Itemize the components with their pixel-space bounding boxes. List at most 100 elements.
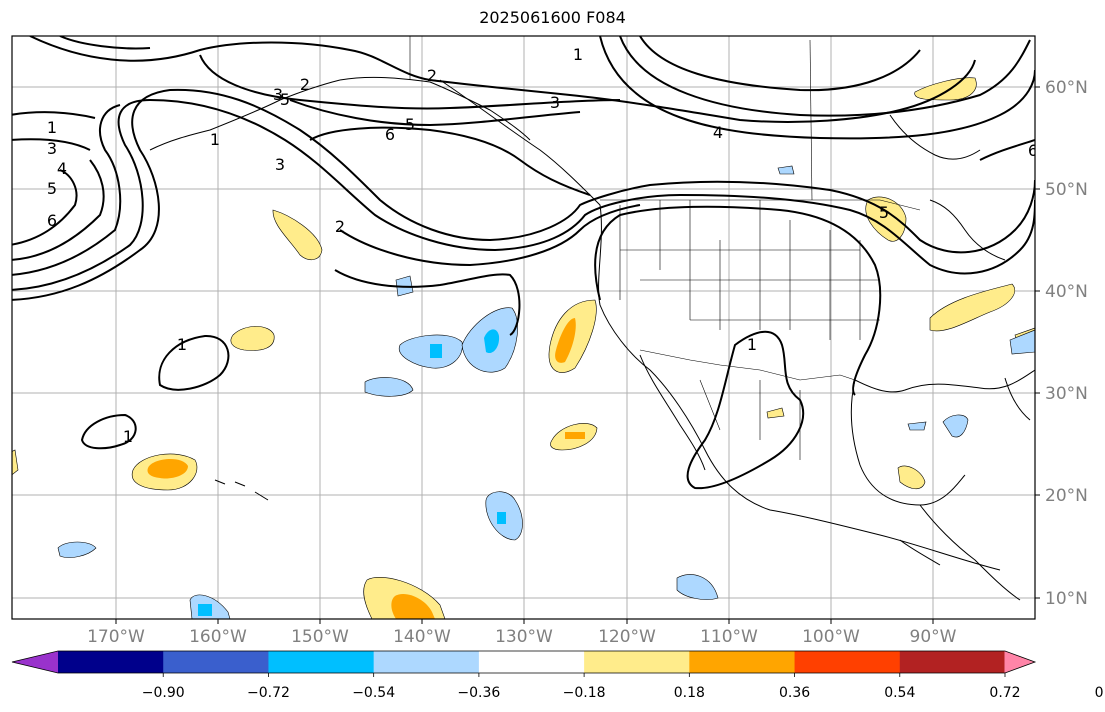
latitude-label: 30°N xyxy=(1045,384,1088,404)
longitude-label: 150°W xyxy=(291,627,349,647)
negative-anomaly xyxy=(777,165,795,175)
longitude-label: 100°W xyxy=(802,627,860,647)
contour-label: 1 xyxy=(177,335,187,354)
colorbar-tick-label: −0.72 xyxy=(247,685,290,701)
contour-line xyxy=(339,204,641,267)
canada-province-border xyxy=(809,39,813,201)
colorbar-segment xyxy=(584,651,690,673)
longitude-label: 170°W xyxy=(87,627,145,647)
hawaii-islands xyxy=(214,479,269,501)
contour-line xyxy=(12,159,105,261)
graticule xyxy=(12,36,1035,619)
contour-label: 1 xyxy=(210,130,220,149)
colorbar-outline xyxy=(11,650,1037,674)
contour-label: 5 xyxy=(280,90,290,109)
colorbar-segment xyxy=(899,651,1006,673)
colorbar-tick-label: −0.54 xyxy=(352,685,395,701)
contour-label: 2 xyxy=(300,75,310,94)
contour-label: 1 xyxy=(123,427,133,446)
colorbar-segment xyxy=(478,651,585,673)
longitude-labels: 170°W 160°W 150°W 140°W 130°W 120°W 110°W 100°W… xyxy=(87,627,957,647)
colorbar-tick-label: −0.90 xyxy=(142,685,185,701)
north-america-coast xyxy=(439,79,1001,571)
contour-label: 5 xyxy=(879,203,889,222)
contour-label: 6 xyxy=(1028,141,1038,160)
aleutian-islands xyxy=(149,79,341,151)
positive-anomaly xyxy=(272,209,323,260)
longitude-label: 120°W xyxy=(598,627,656,647)
longitude-label: 160°W xyxy=(189,627,247,647)
colorbar-tick-label: 0.18 xyxy=(674,685,705,701)
contour-lines xyxy=(12,36,1035,490)
contour-label: 3 xyxy=(550,93,560,112)
shaded-anomalies xyxy=(12,77,1035,619)
latitude-label: 60°N xyxy=(1045,78,1088,98)
great-lakes xyxy=(929,199,1006,261)
central-america-coast xyxy=(899,539,941,566)
contour-label: 6 xyxy=(385,125,395,144)
contour-label: 1 xyxy=(573,45,583,64)
longitude-label: 130°W xyxy=(495,627,553,647)
contour-label: 3 xyxy=(47,139,57,158)
colorbar-segment xyxy=(58,651,164,673)
contour-line xyxy=(80,413,137,450)
contour-line xyxy=(289,99,581,127)
negative-anomaly-core xyxy=(484,329,500,354)
negative-anomaly xyxy=(942,414,969,438)
contour-line xyxy=(334,269,521,336)
longitude-label: 140°W xyxy=(393,627,451,647)
positive-anomaly xyxy=(865,196,907,242)
negative-anomaly xyxy=(1009,329,1035,355)
contour-labels: 1 3 4 5 6 2 3 4 5 6 1 2 3 5 5 1 1 1 1 6 … xyxy=(47,45,1038,446)
colorbar: −0.90 −0.72 −0.54 −0.36 −0.18 0.18 0.36 0.54 0.7… xyxy=(11,650,1105,701)
positive-anomaly-core xyxy=(147,459,188,479)
colorbar-segment xyxy=(373,651,480,673)
positive-anomaly-core xyxy=(555,318,576,363)
negative-anomaly xyxy=(364,377,414,397)
colorbar-segment xyxy=(689,651,796,673)
mexico-gulf-coast xyxy=(850,379,966,506)
contour-line xyxy=(12,98,1035,291)
contour-line xyxy=(59,36,151,50)
positive-anomaly xyxy=(766,407,785,419)
colorbar-tick-label: 0.36 xyxy=(779,685,810,701)
positive-anomaly-core xyxy=(391,593,435,619)
contour-label: 1 xyxy=(747,335,757,354)
us-mexico-border xyxy=(639,349,856,381)
contour-line xyxy=(309,126,591,196)
positive-anomaly xyxy=(230,326,275,351)
positive-anomaly xyxy=(12,449,19,476)
contour-line xyxy=(199,54,621,110)
contour-line xyxy=(979,139,1035,161)
contour-line xyxy=(12,88,1035,301)
colorbar-tick-label: 0.72 xyxy=(989,685,1020,701)
contour-label: 4 xyxy=(713,123,723,142)
positive-anomaly xyxy=(914,77,977,101)
contour-label: 4 xyxy=(57,159,67,178)
colorbar-segment xyxy=(794,651,901,673)
positive-anomaly-core xyxy=(565,432,585,439)
coastlines xyxy=(149,76,1035,601)
positive-anomaly xyxy=(897,465,926,490)
contour-line xyxy=(639,36,921,92)
us-state-borders xyxy=(619,200,880,340)
contour-label: 6 xyxy=(47,211,57,230)
contour-label: 3 xyxy=(273,85,283,104)
alaska-coast xyxy=(339,76,531,141)
axis-ticks xyxy=(115,86,1040,624)
latitude-label: 40°N xyxy=(1045,282,1088,302)
contour-line xyxy=(686,330,805,490)
map-title: 2025061600 F084 xyxy=(479,8,626,27)
latitude-label: 50°N xyxy=(1045,180,1088,200)
negative-anomaly-core xyxy=(430,344,442,358)
florida-coast xyxy=(1004,377,1031,421)
colorbar-segment xyxy=(268,651,375,673)
contour-line xyxy=(158,334,230,391)
contour-label: 2 xyxy=(335,217,345,236)
contour-label: 1 xyxy=(47,118,57,137)
contour-line xyxy=(594,205,882,396)
negative-anomaly xyxy=(676,574,719,600)
negative-anomaly xyxy=(907,421,927,431)
colorbar-extend-low xyxy=(12,651,59,673)
